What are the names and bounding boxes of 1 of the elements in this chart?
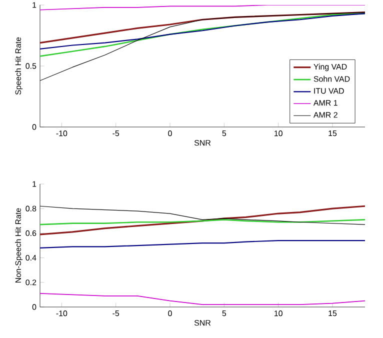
- line-series: [40, 12, 365, 50]
